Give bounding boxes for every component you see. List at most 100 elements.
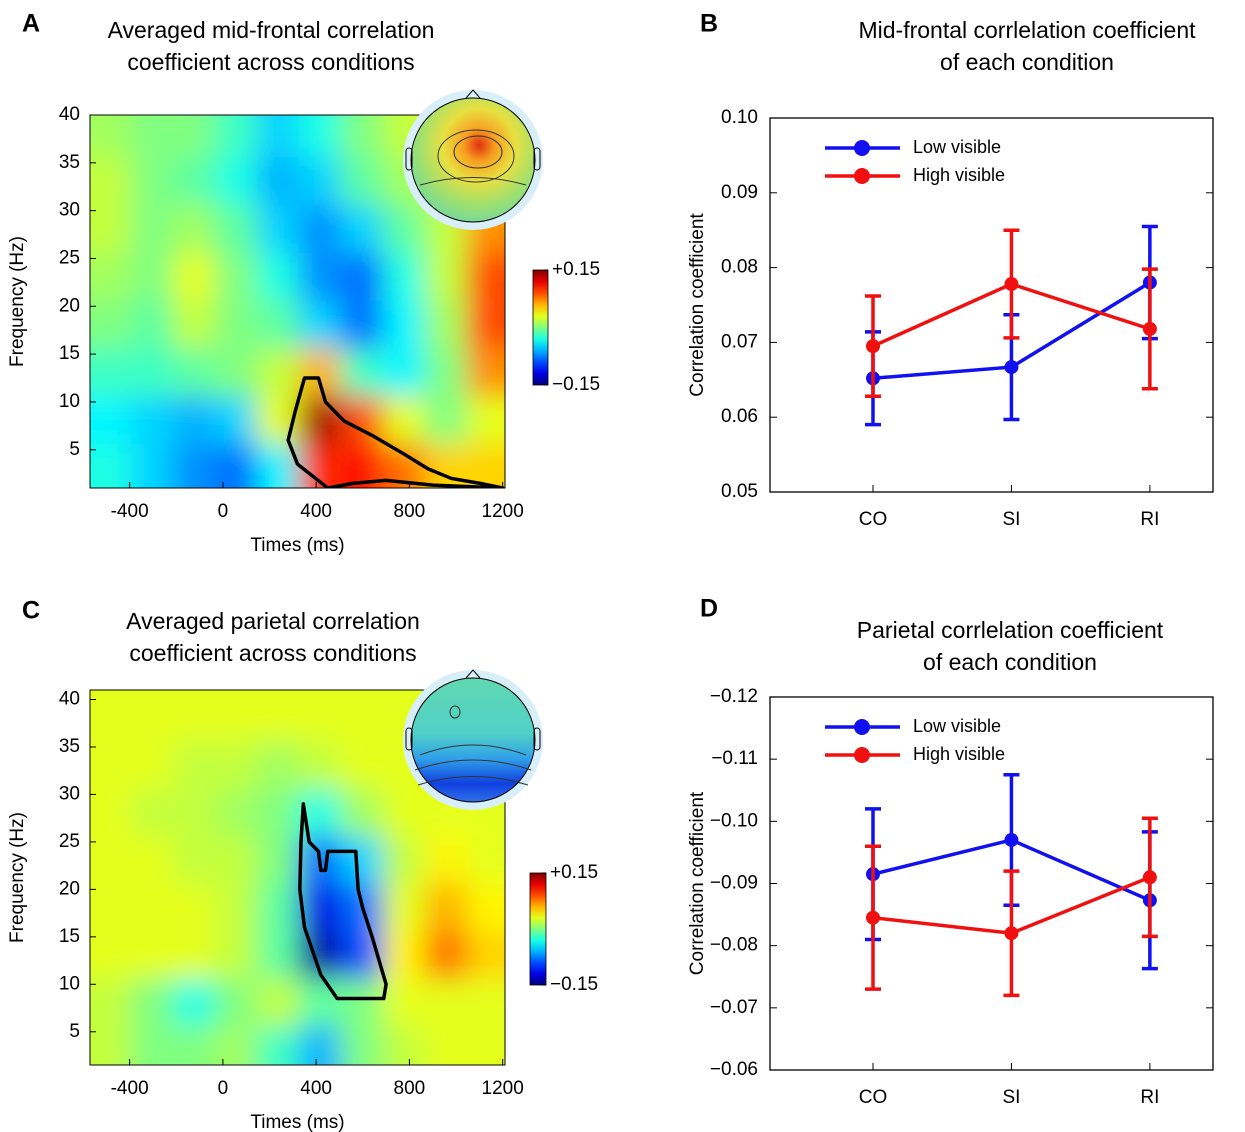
heatmap-cell <box>298 741 343 791</box>
legend-label: Low visible <box>913 137 1001 157</box>
x-tick-label: CO <box>859 1087 888 1108</box>
heatmap-cell <box>466 443 505 488</box>
heatmap-cell <box>130 1026 175 1065</box>
y-tick-label: −0.07 <box>710 997 758 1018</box>
heatmap-cell <box>424 396 469 446</box>
y-tick-label: 0.09 <box>721 182 758 203</box>
heatmap-cell <box>298 443 343 488</box>
heatmap-cell <box>130 396 175 446</box>
x-tick-label: -400 <box>111 1078 149 1099</box>
y-tick-label: 30 <box>59 783 80 804</box>
y-tick-label: 25 <box>59 247 80 268</box>
heatmap-cell <box>90 788 133 839</box>
cluster-outline <box>286 376 505 488</box>
heatmap-cell <box>298 883 343 934</box>
heatmap-cell <box>298 252 343 303</box>
heatmap-cell <box>382 348 427 399</box>
y-tick-label: 5 <box>69 1021 80 1042</box>
heatmap-cell <box>256 931 301 981</box>
heatmap-cell <box>172 348 217 399</box>
heatmap-cell <box>256 978 301 1029</box>
y-tick-label: 15 <box>59 926 80 947</box>
heatmap-cell <box>214 252 259 303</box>
chart-title: of each condition <box>940 49 1114 75</box>
heatmap-cell <box>172 741 217 791</box>
x-tick-label: SI <box>1002 1087 1020 1108</box>
heatmap-cell <box>214 204 259 255</box>
legend-marker <box>854 140 870 156</box>
heatmap-cell <box>298 157 343 207</box>
y-tick-label: −0.10 <box>710 810 758 831</box>
heatmap-cell <box>214 1026 259 1065</box>
heatmap-cell <box>298 204 343 255</box>
y-tick-label: −0.12 <box>710 686 758 707</box>
heatmap-cell <box>340 157 385 207</box>
chart-title: Parietal corrlelation coefficient <box>857 617 1164 643</box>
y-tick-label: 10 <box>59 391 80 412</box>
y-tick-label: 30 <box>59 200 80 221</box>
heatmap-cell <box>298 115 343 160</box>
heatmap-cell <box>214 690 259 744</box>
y-axis-label: Correlation coefficient <box>687 213 708 397</box>
heatmap-cell <box>424 443 469 488</box>
heatmap-cell <box>424 300 469 351</box>
y-tick-label: 0.06 <box>721 406 758 427</box>
y-tick-label: 10 <box>59 973 80 994</box>
heatmap-cell <box>214 836 259 886</box>
heatmap-cell <box>466 883 505 934</box>
heatmap-cell <box>424 348 469 399</box>
heatmap-cell <box>172 204 217 255</box>
heatmap-cell <box>130 978 175 1029</box>
heatmap-cell <box>382 788 427 839</box>
heatmap-cell <box>382 931 427 981</box>
heatmap-cell <box>90 443 133 488</box>
heatmap-cell <box>130 788 175 839</box>
marker <box>865 339 880 354</box>
y-tick-label: 40 <box>59 689 80 710</box>
x-axis-label: Times (ms) <box>250 1112 344 1132</box>
x-tick-label: RI <box>1140 1087 1159 1108</box>
heatmap-cell <box>130 931 175 981</box>
heatmap-cell <box>298 396 343 446</box>
heatmap-cell <box>340 690 385 744</box>
heatmap-cell <box>382 836 427 886</box>
heatmap-cell <box>214 788 259 839</box>
heatmap-cell <box>172 443 217 488</box>
heatmap-cell <box>382 252 427 303</box>
heatmap-cell <box>298 978 343 1029</box>
panel-letter: C <box>22 597 40 625</box>
marker <box>1142 870 1157 885</box>
heatmap-cell <box>424 252 469 303</box>
heatmap-cell <box>172 300 217 351</box>
heatmap-cell <box>340 252 385 303</box>
heatmap-cell <box>256 115 301 160</box>
heatmap-cell <box>340 115 385 160</box>
heatmap-cell <box>340 300 385 351</box>
heatmap-cell <box>466 300 505 351</box>
x-tick-label: CO <box>859 509 888 530</box>
heatmap-cell <box>382 204 427 255</box>
heatmap-cell <box>130 157 175 207</box>
colorbar <box>532 269 549 386</box>
heatmap-cell <box>130 300 175 351</box>
heatmap-cell <box>214 300 259 351</box>
y-axis-label: Correlation coefficient <box>687 791 708 975</box>
heatmap-cell <box>214 396 259 446</box>
heatmap-cell <box>172 1026 217 1065</box>
y-tick-label: 0.07 <box>721 331 758 352</box>
y-tick-label: −0.11 <box>711 748 758 769</box>
heatmap-cell <box>172 252 217 303</box>
heatmap-cell <box>256 788 301 839</box>
heatmap-cell <box>90 836 133 886</box>
heatmap-cell <box>130 883 175 934</box>
chart-title: Averaged mid-frontal correlation <box>108 17 435 43</box>
heatmap-cell <box>340 788 385 839</box>
plot-frame <box>89 689 506 1066</box>
heatmap-cell <box>214 978 259 1029</box>
y-tick-label: 5 <box>69 439 80 460</box>
heatmap-cell <box>382 883 427 934</box>
heatmap-cell <box>424 883 469 934</box>
heatmap-cell <box>466 978 505 1029</box>
y-tick-label: 0.08 <box>721 257 758 278</box>
heatmap-cell <box>214 348 259 399</box>
